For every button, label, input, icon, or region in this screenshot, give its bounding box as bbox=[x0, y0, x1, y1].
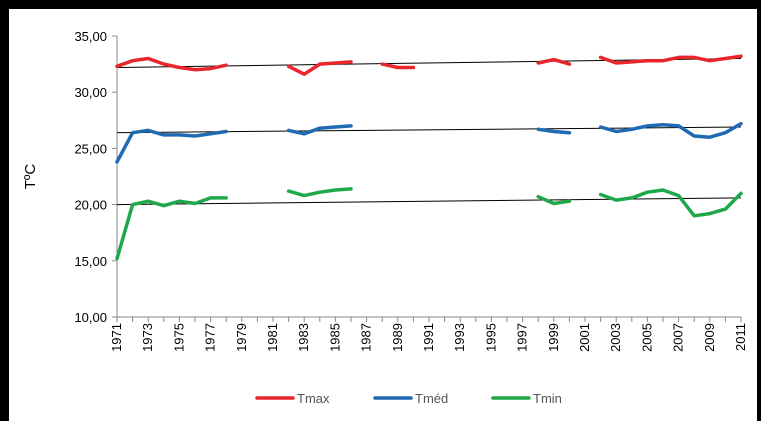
x-tick-label: 2005 bbox=[639, 323, 654, 352]
series-lines bbox=[115, 54, 743, 261]
series-line-tmax bbox=[536, 57, 572, 66]
series-line-tmin bbox=[598, 188, 743, 218]
series-line-tméd bbox=[536, 127, 572, 135]
x-tick-label: 2009 bbox=[702, 323, 717, 352]
x-tick-label: 1987 bbox=[359, 323, 374, 352]
series-line-tmin bbox=[536, 194, 572, 206]
series-line-tmax bbox=[598, 54, 743, 65]
series-line-tméd bbox=[115, 128, 228, 164]
x-tick-label: 1991 bbox=[421, 323, 436, 352]
x-tick-label: 1977 bbox=[203, 323, 218, 352]
x-tick-label: 2007 bbox=[671, 323, 686, 352]
series-line-tmin bbox=[286, 187, 353, 198]
x-tick-label: 2003 bbox=[608, 323, 623, 352]
legend-label-tmax: Tmax bbox=[297, 391, 330, 406]
series-line-tmax bbox=[286, 60, 353, 76]
x-tick-label: 1993 bbox=[452, 323, 467, 352]
x-tick-label: 1971 bbox=[109, 323, 124, 352]
series-line-tméd bbox=[598, 121, 743, 139]
y-tick-label: 20,00 bbox=[74, 198, 107, 213]
y-tick-label: 15,00 bbox=[74, 254, 107, 269]
series-line-tmin bbox=[115, 196, 228, 261]
x-tick-label: 1979 bbox=[234, 323, 249, 352]
x-tick-label: 1995 bbox=[483, 323, 498, 352]
series-line-tmax bbox=[115, 56, 228, 72]
series-line-tméd bbox=[286, 124, 353, 136]
x-tick-label: 1989 bbox=[390, 323, 405, 352]
trend-line-tmin bbox=[116, 197, 742, 206]
y-tick-label: 10,00 bbox=[74, 310, 107, 325]
x-tick-label: 1999 bbox=[546, 323, 561, 352]
trend-line-tméd bbox=[116, 126, 742, 134]
x-tick-label: 1973 bbox=[140, 323, 155, 352]
trend-lines bbox=[116, 57, 742, 206]
x-tick-label: 1975 bbox=[171, 323, 186, 352]
legend-label-tmin: Tmin bbox=[533, 391, 562, 406]
x-tick-label: 2001 bbox=[577, 323, 592, 352]
y-axis-title: TºC bbox=[22, 164, 39, 190]
y-tick-label: 30,00 bbox=[74, 85, 107, 100]
legend: Tmax Tméd Tmin bbox=[255, 391, 562, 406]
y-tick-label: 35,00 bbox=[74, 29, 107, 44]
x-tick-label: 1985 bbox=[327, 323, 342, 352]
legend-label-tméd: Tméd bbox=[415, 391, 448, 406]
series-line-tmax bbox=[380, 62, 416, 70]
chart-axes: 10,00 15,00 20,00 25,00 30,00 35,00 1971 1973 19… bbox=[74, 29, 748, 352]
x-tick-label: 2011 bbox=[733, 323, 748, 351]
x-tick-label: 1981 bbox=[265, 323, 280, 352]
x-tick-label: 1997 bbox=[515, 323, 530, 352]
x-tick-label: 1983 bbox=[296, 323, 311, 352]
y-tick-label: 25,00 bbox=[74, 141, 107, 156]
